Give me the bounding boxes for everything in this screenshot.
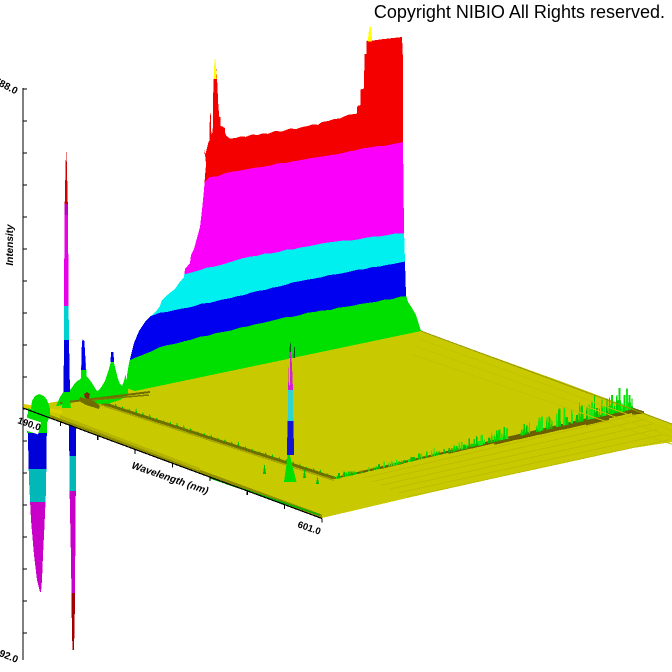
- svg-text:Intensity: Intensity: [5, 224, 16, 266]
- svg-text:Copyright NIBIO All Rights res: Copyright NIBIO All Rights reserved.: [374, 2, 665, 22]
